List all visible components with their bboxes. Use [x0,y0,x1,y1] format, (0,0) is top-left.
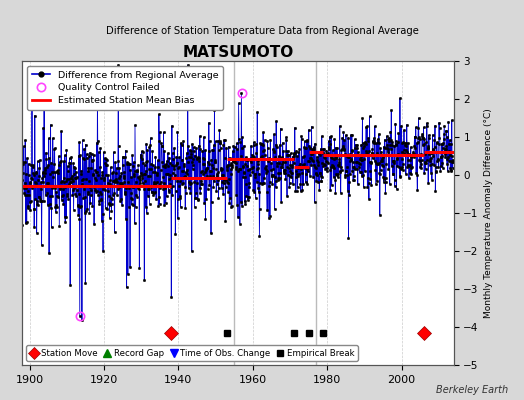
Text: Berkeley Earth: Berkeley Earth [436,385,508,395]
Text: Difference of Station Temperature Data from Regional Average: Difference of Station Temperature Data f… [105,26,419,36]
Title: MATSUMOTO: MATSUMOTO [182,45,293,60]
Y-axis label: Monthly Temperature Anomaly Difference (°C): Monthly Temperature Anomaly Difference (… [484,108,493,318]
Legend: Station Move, Record Gap, Time of Obs. Change, Empirical Break: Station Move, Record Gap, Time of Obs. C… [26,345,358,361]
